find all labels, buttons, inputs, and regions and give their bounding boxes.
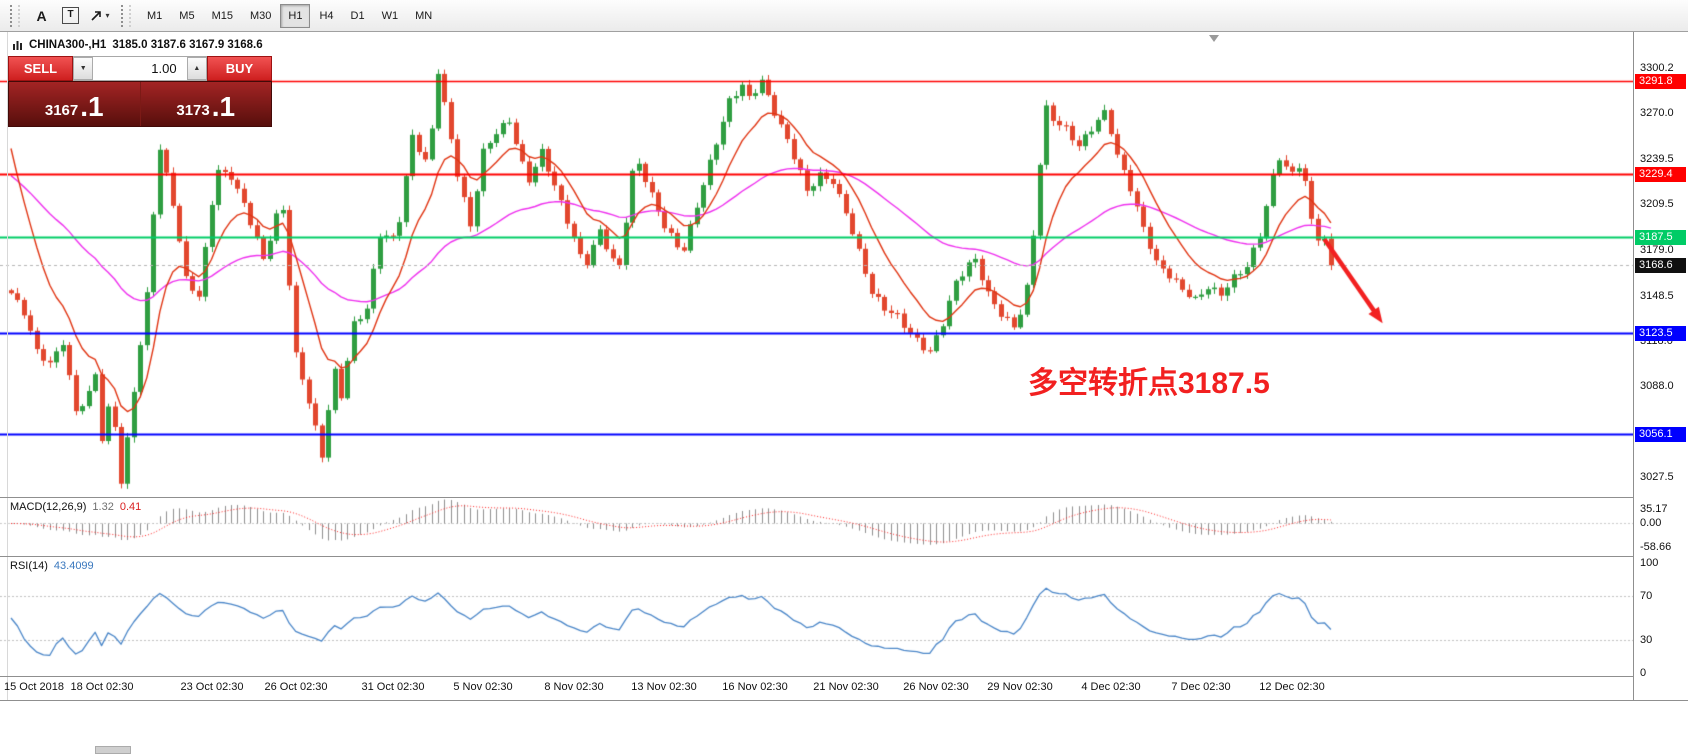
time-axis-label: 26 Nov 02:30 bbox=[903, 681, 969, 693]
timeframe-drag-handle[interactable] bbox=[121, 4, 131, 27]
h-scrollbar-thumb[interactable] bbox=[95, 746, 131, 754]
axis-tick: 3179.0 bbox=[1640, 244, 1674, 256]
volume-input[interactable] bbox=[93, 57, 187, 80]
chart-left-border bbox=[7, 32, 8, 700]
time-axis-label: 29 Nov 02:30 bbox=[987, 681, 1053, 693]
axis-tick: 0.00 bbox=[1640, 517, 1662, 529]
rsi-name: RSI(14) bbox=[10, 560, 48, 572]
axis-tick: 3300.2 bbox=[1640, 62, 1674, 74]
axis-tick: 0 bbox=[1640, 667, 1647, 679]
time-axis-label: 4 Dec 02:30 bbox=[1081, 681, 1141, 693]
price-badge: 3187.5 bbox=[1635, 230, 1686, 245]
main-chart-canvas[interactable] bbox=[0, 32, 1633, 498]
buy-price-pip: .1 bbox=[211, 91, 236, 122]
ohlc-values: 3185.0 3187.6 3167.9 3168.6 bbox=[112, 39, 263, 51]
price-scale-separator bbox=[1633, 32, 1634, 700]
time-axis[interactable]: 15 Oct 2018 18 Oct 02:30 23 Oct 02:30 26 Oc… bbox=[0, 678, 1633, 698]
time-axis-label: 7 Dec 02:30 bbox=[1171, 681, 1231, 693]
timeframe-button-m1[interactable]: M1 bbox=[139, 4, 170, 28]
rsi-label: RSI(14) 43.4099 bbox=[10, 560, 94, 572]
axis-tick: 3088.0 bbox=[1640, 380, 1674, 392]
axis-tick: 3270.0 bbox=[1640, 107, 1674, 119]
axis-tick: 3148.5 bbox=[1640, 290, 1674, 302]
trend-annotation-text[interactable]: 多空转折点3187.5 bbox=[1028, 367, 1270, 400]
one-click-trade-panel: SELL ▼ ▲ BUY 3167 .1 3173 .1 bbox=[8, 56, 272, 127]
time-axis-label: 8 Nov 02:30 bbox=[544, 681, 604, 693]
axis-tick: 3209.5 bbox=[1640, 198, 1674, 210]
price-scale[interactable]: 3300.2 3270.0 3239.5 3209.5 3179.0 3148.5 3118… bbox=[1634, 32, 1688, 700]
time-axis-label: 23 Oct 02:30 bbox=[180, 681, 244, 693]
arrow-tool-icon bbox=[91, 10, 102, 21]
volume-stepper: ▼ ▲ bbox=[73, 56, 207, 81]
sell-price-pip: .1 bbox=[80, 91, 104, 122]
sell-price-main: 3167 bbox=[44, 102, 79, 119]
toolbar-drag-handle[interactable] bbox=[10, 4, 20, 27]
buy-price[interactable]: 3173 .1 bbox=[139, 82, 272, 126]
label-tool-icon: A bbox=[36, 7, 47, 24]
macd-pane-canvas[interactable] bbox=[0, 498, 1633, 556]
timeframe-group: M1 M5 M15 M30 H1 H4 D1 W1 MN bbox=[139, 3, 440, 28]
buy-button[interactable]: BUY bbox=[207, 56, 272, 81]
time-axis-label: 13 Nov 02:30 bbox=[631, 681, 697, 693]
toolbar: A T ▾ M1 M5 M15 M30 H1 H4 D1 W1 MN bbox=[0, 0, 1688, 32]
rsi-pane-canvas[interactable] bbox=[0, 557, 1633, 676]
time-axis-label: 18 Oct 02:30 bbox=[70, 681, 134, 693]
timeframe-button-w1[interactable]: W1 bbox=[374, 4, 407, 28]
timeframe-button-h1[interactable]: H1 bbox=[280, 3, 311, 28]
time-axis-label: 15 Oct 2018 bbox=[4, 681, 64, 693]
rsi-value: 43.4099 bbox=[53, 560, 94, 572]
label-tool-button[interactable]: A bbox=[28, 4, 55, 28]
timeframe-button-d1[interactable]: D1 bbox=[343, 4, 373, 28]
symbol-ohlc-bar: CHINA300-,H1 3185.0 3187.6 3167.9 3168.6 bbox=[12, 38, 263, 52]
time-axis-label: 26 Oct 02:30 bbox=[264, 681, 328, 693]
price-badge: 3168.6 bbox=[1635, 258, 1686, 273]
axis-tick: 70 bbox=[1640, 590, 1653, 602]
symbol-timeframe-label: CHINA300-,H1 bbox=[29, 39, 107, 51]
timeframe-button-mn[interactable]: MN bbox=[407, 4, 440, 28]
sell-price[interactable]: 3167 .1 bbox=[9, 82, 140, 126]
chart-shift-marker[interactable] bbox=[1209, 35, 1219, 42]
price-badge: 3291.8 bbox=[1635, 74, 1686, 89]
timeframe-button-h4[interactable]: H4 bbox=[311, 4, 341, 28]
bid-ask-display: 3167 .1 3173 .1 bbox=[8, 81, 272, 127]
macd-value-main: 1.32 bbox=[92, 501, 114, 513]
axis-tick: 30 bbox=[1640, 634, 1653, 646]
axis-tick: -58.66 bbox=[1640, 541, 1672, 553]
sell-button[interactable]: SELL bbox=[8, 56, 73, 81]
arrow-tool-button[interactable]: ▾ bbox=[86, 4, 113, 28]
price-badge: 3056.1 bbox=[1635, 427, 1686, 442]
time-axis-label: 5 Nov 02:30 bbox=[453, 681, 513, 693]
axis-tick: 100 bbox=[1640, 557, 1659, 569]
time-axis-label: 12 Dec 02:30 bbox=[1259, 681, 1325, 693]
price-badge: 3123.5 bbox=[1635, 326, 1686, 341]
timeframe-button-m15[interactable]: M15 bbox=[204, 4, 241, 28]
pane-separator[interactable] bbox=[0, 556, 1688, 557]
axis-tick: 3027.5 bbox=[1640, 471, 1674, 483]
volume-increase-button[interactable]: ▲ bbox=[186, 57, 207, 80]
chevron-down-icon: ▾ bbox=[105, 11, 110, 20]
pane-separator[interactable] bbox=[0, 676, 1688, 677]
price-badge: 3229.4 bbox=[1635, 167, 1686, 182]
volume-decrease-button[interactable]: ▼ bbox=[73, 57, 94, 80]
macd-name: MACD(12,26,9) bbox=[10, 501, 87, 513]
macd-value-signal: 0.41 bbox=[119, 501, 142, 513]
axis-tick: 3239.5 bbox=[1640, 153, 1674, 165]
bottom-margin bbox=[0, 701, 1688, 755]
buy-price-main: 3173 bbox=[176, 102, 210, 119]
timeframe-button-m5[interactable]: M5 bbox=[171, 4, 202, 28]
time-axis-label: 16 Nov 02:30 bbox=[722, 681, 788, 693]
axis-tick: 35.17 bbox=[1640, 503, 1668, 515]
time-axis-label: 21 Nov 02:30 bbox=[813, 681, 879, 693]
text-tool-icon: T bbox=[62, 7, 79, 24]
time-axis-label: 31 Oct 02:30 bbox=[361, 681, 425, 693]
pane-separator[interactable] bbox=[0, 497, 1688, 498]
text-tool-button[interactable]: T bbox=[57, 4, 84, 28]
chart-icon bbox=[13, 40, 22, 50]
timeframe-button-m30[interactable]: M30 bbox=[242, 4, 279, 28]
chart-bottom-border bbox=[0, 700, 1688, 701]
macd-label: MACD(12,26,9) 1.32 0.41 bbox=[10, 501, 141, 513]
